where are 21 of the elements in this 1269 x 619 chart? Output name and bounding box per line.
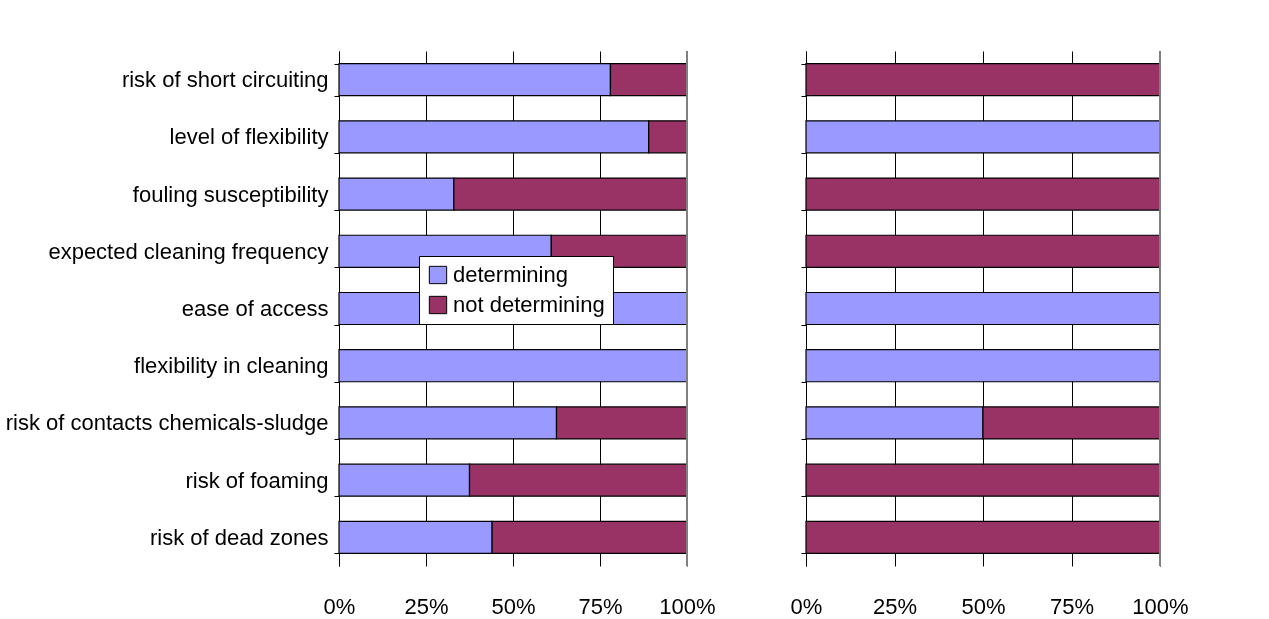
legend-label: not determining xyxy=(453,292,605,317)
y-tick-label: flexibility in cleaning xyxy=(134,353,329,379)
x-tick-label: 100% xyxy=(1132,593,1189,619)
x-tick-label: 50% xyxy=(961,593,1006,619)
x-tick-label: 75% xyxy=(578,593,623,619)
x-tick-label: 0% xyxy=(323,593,356,619)
y-tick-label: expected cleaning frequency xyxy=(48,238,329,264)
y-tick-label: level of flexibility xyxy=(169,124,329,150)
x-tick-label: 50% xyxy=(491,593,536,619)
x-tick-label: 0% xyxy=(790,593,823,619)
x-tick-label: 100% xyxy=(659,593,716,619)
y-tick-label: fouling susceptibility xyxy=(132,181,329,207)
x-tick-label: 25% xyxy=(404,593,449,619)
y-tick-label: risk of dead zones xyxy=(149,524,329,550)
legend-label: determining xyxy=(453,262,568,287)
y-tick-label: ease of access xyxy=(181,296,329,321)
x-tick-label: 75% xyxy=(1049,593,1095,619)
y-tick-label: risk of short circuiting xyxy=(121,67,329,93)
y-tick-label: risk of contacts chemicals-sludge xyxy=(5,410,329,436)
x-tick-label: 25% xyxy=(872,593,918,619)
y-tick-label: risk of foaming xyxy=(185,467,329,493)
